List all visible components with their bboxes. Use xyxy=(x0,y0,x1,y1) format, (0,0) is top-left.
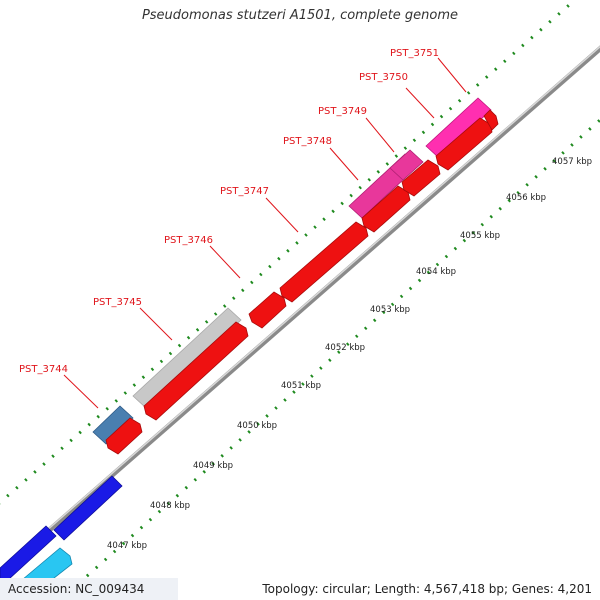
genome-backbone-highlight xyxy=(0,45,600,573)
genome-backbone xyxy=(0,45,600,577)
gene-label-pst3748: PST_3748 xyxy=(283,136,332,147)
scale-tick-label: 4057 kbp xyxy=(552,157,592,167)
gene-pst3744[interactable] xyxy=(92,405,134,445)
outer-dotted-track xyxy=(0,0,578,505)
gene-red-8[interactable] xyxy=(483,109,499,131)
scale-tick-label: 4048 kbp xyxy=(150,501,190,511)
gene-pst3745[interactable] xyxy=(132,307,242,409)
gene-label-pst3750: PST_3750 xyxy=(359,72,408,83)
gene-label-pst3746: PST_3746 xyxy=(164,235,213,246)
gene-label-pst3745: PST_3745 xyxy=(93,297,142,308)
genome-summary-text: Topology: circular; Length: 4,567,418 bp… xyxy=(262,582,592,596)
gene-red-4[interactable] xyxy=(279,221,369,303)
scale-tick-label: 4052 kbp xyxy=(325,343,365,353)
inner-dotted-track xyxy=(59,118,600,600)
gene-red-7[interactable] xyxy=(435,117,493,171)
gene-red-3[interactable] xyxy=(248,291,287,329)
scale-tick-label: 4047 kbp xyxy=(107,541,147,551)
scale-tick-label: 4053 kbp xyxy=(370,305,410,315)
gene-blue-upper[interactable] xyxy=(53,475,123,541)
gene-red-1[interactable] xyxy=(105,417,143,455)
gene-label-pst3747: PST_3747 xyxy=(220,186,269,197)
gene-label-pst3751: PST_3751 xyxy=(390,48,439,59)
gene-label-pst3749: PST_3749 xyxy=(318,106,367,117)
gene-blue-lower[interactable] xyxy=(0,525,57,581)
gene-label-pst3744: PST_3744 xyxy=(19,364,68,375)
scale-tick-label: 4050 kbp xyxy=(237,421,277,431)
gene-pst3751[interactable] xyxy=(425,97,492,159)
scale-tick-label: 4055 kbp xyxy=(460,231,500,241)
scale-tick-label: 4054 kbp xyxy=(416,267,456,277)
map-title: Pseudomonas stutzeri A1501, complete gen… xyxy=(141,8,459,23)
gene-pst3750[interactable] xyxy=(389,149,424,181)
scale-tick-label: 4056 kbp xyxy=(506,193,546,203)
scale-tick-label: 4049 kbp xyxy=(193,461,233,471)
gene-red-6[interactable] xyxy=(401,159,441,197)
gene-red-5[interactable] xyxy=(361,185,411,233)
label-leaders xyxy=(63,57,467,409)
gene-red-2[interactable] xyxy=(143,321,249,421)
accession-text: Accession: NC_009434 xyxy=(0,578,178,600)
scale-tick-label: 4051 kbp xyxy=(281,381,321,391)
